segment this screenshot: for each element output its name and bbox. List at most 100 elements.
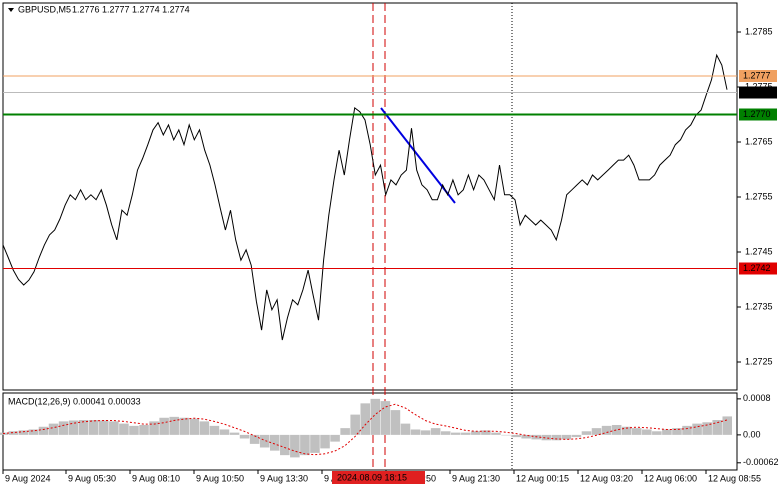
macd-bar [149, 421, 159, 435]
price-label-bg [739, 262, 777, 275]
macd-bar [38, 426, 49, 435]
macd-bar [410, 429, 421, 435]
macd-bar [591, 428, 602, 435]
macd-bar [68, 420, 79, 435]
macd-bar [370, 398, 381, 435]
macd-bar [430, 428, 441, 435]
macd-bar [400, 423, 411, 435]
macd-title: MACD(12,26,9) 0.00041 0.00033 [8, 396, 141, 406]
x-tick-label: 12 Aug 00:15 [516, 473, 569, 483]
macd-bar [8, 431, 19, 435]
symbol: GBPUSD,M5 [18, 4, 71, 14]
macd-bar [571, 434, 582, 438]
macd-bar [119, 423, 129, 435]
macd-bar [169, 416, 179, 435]
macd-bar [621, 426, 632, 435]
ohlc: 1.2776 1.2777 1.2774 1.2774 [72, 4, 190, 14]
macd-bar [249, 434, 260, 444]
y-tick-label: 0.00 [743, 429, 761, 439]
macd-bar [450, 432, 461, 435]
macd-bar [229, 432, 240, 435]
macd-bar [672, 428, 682, 435]
x-tick-label: 9 Aug 05:30 [68, 473, 116, 483]
y-tick-label: -0.00062 [743, 457, 779, 467]
macd-bar [340, 428, 350, 435]
macd-bar [199, 421, 210, 435]
macd-bar [189, 418, 200, 435]
y-tick-label: 0.0008 [743, 393, 771, 403]
macd-bar [471, 431, 481, 435]
macd-bar [350, 414, 360, 435]
x-tick-label: 12 Aug 08:55 [708, 473, 761, 483]
main-frame [2, 2, 738, 391]
macd-bar [219, 429, 230, 435]
macd-bar [48, 423, 59, 435]
macd-bar [139, 424, 149, 435]
macd-bar [702, 422, 712, 435]
price-label-bg [739, 70, 777, 82]
price-line [2, 53, 728, 341]
y-tick-label: 1.2775 [745, 81, 773, 91]
macd-bar [611, 424, 622, 435]
macd-bar [481, 430, 491, 435]
macd-bar [109, 421, 119, 435]
price-label-bg [739, 86, 777, 99]
macd-bar [239, 434, 250, 439]
macd-bar [420, 430, 431, 435]
macd-bar [491, 432, 501, 435]
x-tick-label: 9 Aug 2024 [5, 473, 51, 483]
macd-bar [692, 423, 702, 435]
macd-bar [58, 421, 69, 435]
macd-bar [541, 434, 552, 441]
macd-bar [662, 429, 672, 435]
macd-bar [300, 434, 310, 456]
macd-bar [330, 434, 340, 442]
crosshair-label-bg [332, 471, 425, 484]
price-label: 1.2770 [743, 109, 771, 119]
crosshair-label: 2024.08.09 18:15 [337, 472, 407, 482]
macd-bar [652, 431, 662, 435]
macd-bar [320, 434, 330, 449]
macd-bar [440, 431, 451, 435]
macd-bar [259, 434, 270, 448]
y-tick-label: 1.2735 [745, 301, 773, 311]
y-tick-label: 1.2765 [745, 136, 773, 146]
x-tick-label: 12 Aug 03:20 [580, 473, 633, 483]
macd-bar [360, 403, 371, 435]
macd-bar [682, 425, 692, 435]
x-tick-label: 9 Aug 10:50 [196, 473, 244, 483]
macd-bar [551, 434, 562, 441]
macd-bar [179, 417, 190, 435]
macd-bar [511, 434, 521, 438]
macd-bar [78, 420, 89, 435]
price-label-bg [739, 108, 777, 121]
macd-bar [722, 416, 733, 435]
macd-bar [380, 401, 391, 435]
y-tick-label: 1.2755 [745, 191, 773, 201]
macd-bar [88, 420, 99, 435]
y-tick-label: 1.2785 [745, 26, 773, 36]
x-tick-label: 9 Aug 08:10 [132, 473, 180, 483]
macd-bar [390, 410, 401, 435]
macd-bar [209, 425, 220, 435]
trend-line [380, 107, 456, 204]
macd-bar [99, 420, 109, 435]
signal-line [2, 403, 728, 456]
macd-bar [129, 425, 139, 435]
macd-bar [28, 429, 39, 435]
macd-bar [18, 430, 29, 435]
macd-bar [642, 429, 652, 435]
y-tick-label: 1.2725 [745, 356, 773, 366]
price-label: 1.2742 [743, 263, 771, 273]
macd-bar [712, 420, 722, 435]
x-tick-label: 12 Aug 06:00 [644, 473, 697, 483]
macd-bar [310, 434, 320, 453]
y-tick-label: 1.2745 [745, 246, 773, 256]
macd-bar [269, 434, 280, 451]
macd-bar [521, 434, 531, 439]
macd-bar [501, 434, 511, 436]
price-label: 1.2774 [743, 87, 771, 97]
macd-bar [280, 434, 290, 456]
x-tick-label: 9 Aug 13:30 [260, 473, 308, 483]
